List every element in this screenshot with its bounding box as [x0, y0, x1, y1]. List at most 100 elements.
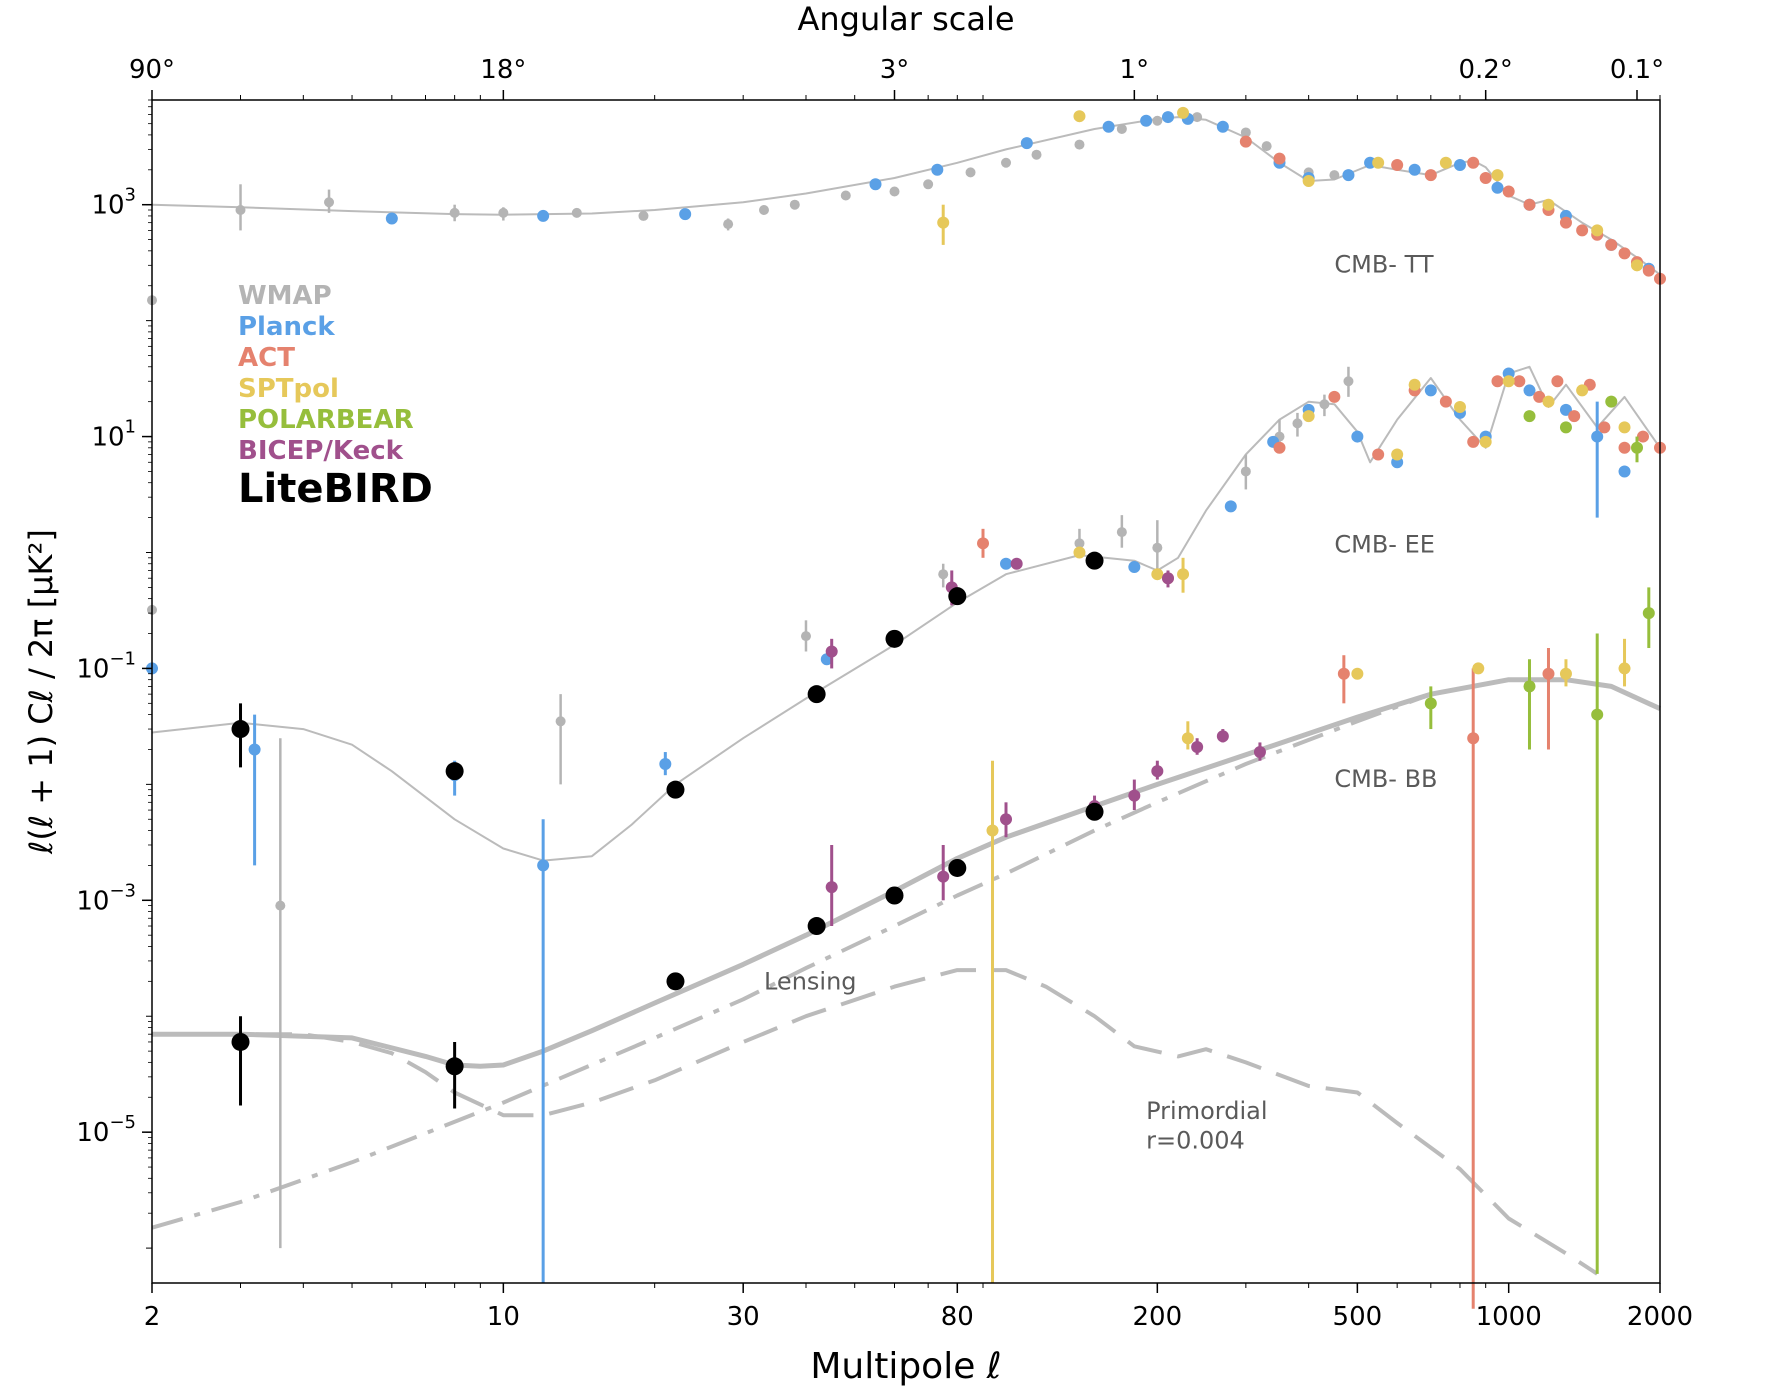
wmap-point: [723, 219, 734, 230]
series-polarbear: [1424, 395, 1655, 1274]
sptpol-point: [1453, 400, 1466, 413]
litebird-point: [948, 587, 967, 606]
series-bicep-keck: [825, 557, 1266, 927]
sptpol-point: [1559, 667, 1572, 680]
theory-curves: [151, 116, 1662, 1276]
act-point: [1618, 441, 1631, 454]
legend-entry-wmap: WMAP: [238, 281, 332, 311]
act-point: [1273, 152, 1286, 165]
planck-point: [931, 163, 944, 176]
wmap-point: [1031, 149, 1042, 160]
wmap-point: [1001, 157, 1012, 168]
legend: WMAPPlanckACTSPTpolPOLARBEARBICEP/KeckLi…: [238, 281, 433, 512]
sptpol-point: [986, 824, 999, 837]
wmap-point: [923, 179, 934, 190]
sptpol-point: [1073, 546, 1086, 559]
act-point: [1467, 732, 1480, 745]
act-point: [1559, 216, 1572, 229]
polarbear-point: [1642, 607, 1655, 620]
sptpol-point: [1177, 106, 1190, 119]
sptpol-point: [1576, 384, 1589, 397]
bicep-keck-point: [1000, 813, 1013, 826]
bicep-keck-point: [1253, 746, 1266, 759]
wmap-point: [1116, 527, 1127, 538]
litebird-point: [1085, 551, 1104, 570]
series-sptpol: [937, 106, 1643, 1283]
wmap-point: [1192, 112, 1203, 123]
wmap-point: [555, 716, 566, 727]
annotation-primordial: Primordial: [1146, 1097, 1267, 1125]
act-point: [1618, 247, 1631, 260]
legend-entry-sptpol: SPTpol: [238, 374, 339, 404]
wmap-point: [965, 167, 976, 178]
sptpol-point: [1408, 378, 1421, 391]
legend-entry-litebird: LiteBIRD: [238, 466, 433, 512]
wmap-point: [1152, 542, 1163, 553]
act-point: [977, 537, 990, 550]
wmap-point: [1074, 139, 1085, 150]
bicep-keck-point: [825, 881, 838, 894]
planck-point: [537, 209, 550, 222]
planck-point: [1424, 384, 1437, 397]
sptpol-point: [1491, 169, 1504, 182]
act-point: [1273, 441, 1286, 454]
wmap-point: [1116, 123, 1127, 134]
bicep-keck-point: [1161, 572, 1174, 585]
wmap-point: [1240, 127, 1251, 138]
annotation-lensing: Lensing: [764, 968, 857, 996]
wmap-point: [889, 186, 900, 197]
act-point: [1467, 156, 1480, 169]
planck-point: [1453, 159, 1466, 172]
annotations: CMB- TT CMB- EE CMB- BB Lensing Primordialr=…: [764, 251, 1438, 1155]
wmap-point: [789, 199, 800, 210]
planck-point: [1140, 114, 1153, 127]
litebird-point: [231, 1032, 250, 1051]
sptpol-point: [1177, 568, 1190, 581]
y-tick-label: 10−1: [76, 648, 136, 684]
sptpol-point: [1479, 435, 1492, 448]
x-tick-label: 80: [941, 1302, 974, 1332]
wmap-point: [235, 205, 246, 216]
sptpol-point: [1591, 224, 1604, 237]
polarbear-point: [1630, 441, 1643, 454]
x-tick-label: 500: [1333, 1302, 1383, 1332]
polarbear-point: [1523, 680, 1536, 693]
wmap-point: [324, 197, 335, 208]
litebird-point: [885, 629, 904, 648]
y-axis-title: ℓ(ℓ + 1) Cℓ / 2π [μK²]: [22, 529, 60, 855]
planck-point: [1408, 163, 1421, 176]
sptpol-point: [1151, 568, 1164, 581]
wmap-point: [1343, 376, 1354, 387]
bicep-keck-point: [1191, 741, 1204, 754]
act-point: [1513, 375, 1526, 388]
top-axis-title: Angular scale: [797, 0, 1014, 38]
planck-point: [1559, 403, 1572, 416]
x-tick-label: 1000: [1476, 1302, 1542, 1332]
legend-entry-bicep-keck: BICEP/Keck: [238, 436, 404, 466]
sptpol-point: [1630, 259, 1643, 272]
y-tick-label: 103: [91, 185, 136, 221]
plot-frame: [151, 99, 1661, 1284]
wmap-point: [938, 569, 949, 580]
bicep-keck-point: [825, 645, 838, 658]
act-point: [1636, 430, 1649, 443]
sptpol-point: [1618, 421, 1631, 434]
sptpol-point: [1439, 156, 1452, 169]
planck-point: [1102, 120, 1115, 133]
wmap-point: [1261, 141, 1272, 152]
litebird-point: [1085, 802, 1104, 821]
x-tick-label: 2: [144, 1302, 161, 1332]
wmap-point: [800, 631, 811, 642]
sptpol-point: [1372, 156, 1385, 169]
litebird-point: [948, 858, 967, 877]
sptpol-point: [1502, 375, 1515, 388]
sptpol-point: [1351, 667, 1364, 680]
theory-curve-lensing: [151, 677, 1661, 1230]
x-tick-label: 10: [487, 1302, 520, 1332]
legend-entry-act: ACT: [238, 343, 295, 373]
act-point: [1337, 667, 1350, 680]
sptpol-point: [1542, 198, 1555, 211]
y-tick-label: 101: [91, 417, 136, 453]
planck-point: [869, 178, 882, 191]
sptpol-point: [1391, 448, 1404, 461]
